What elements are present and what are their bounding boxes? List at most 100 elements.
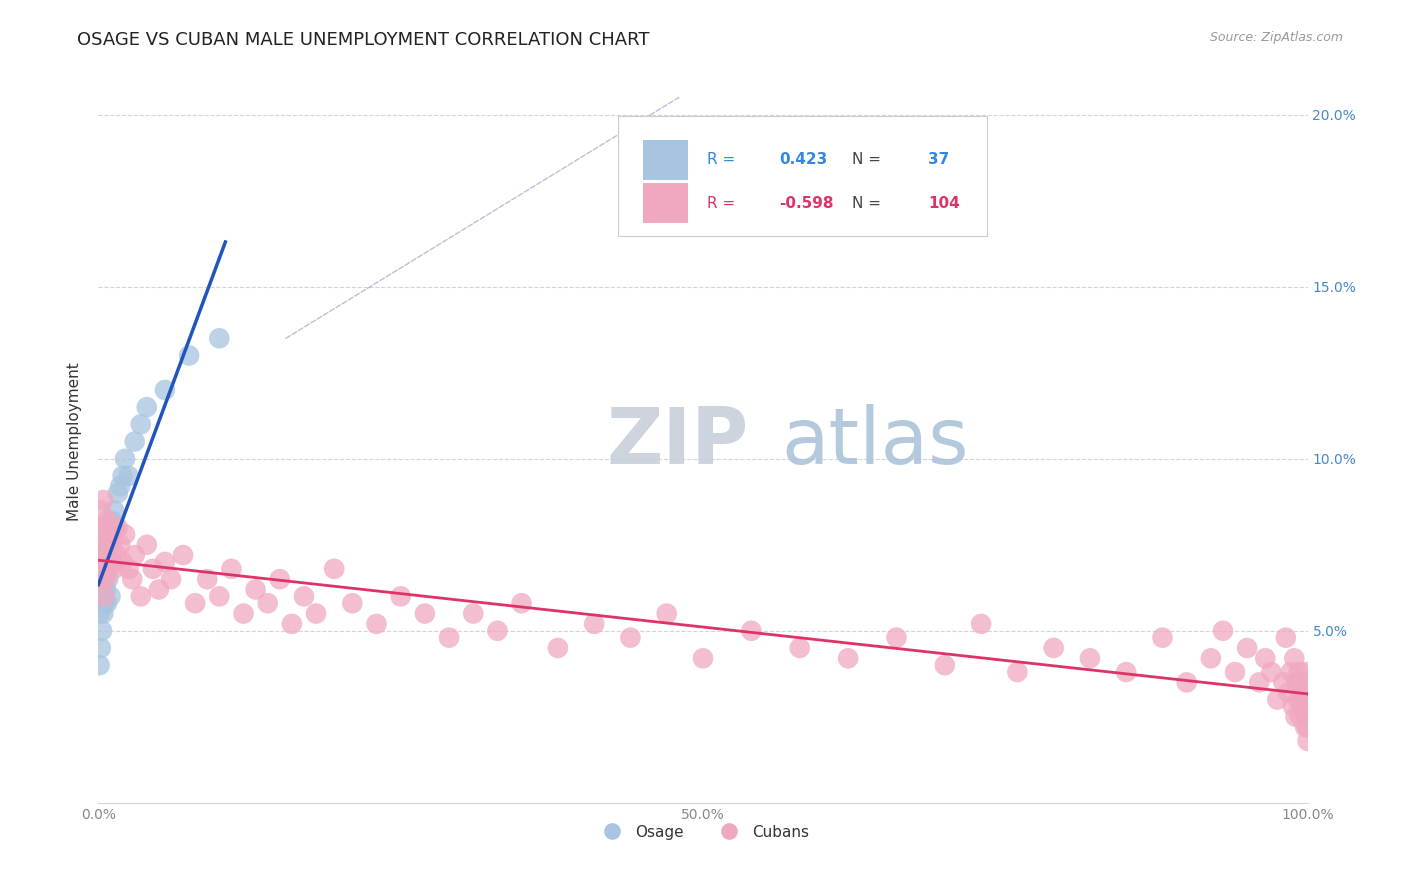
Point xyxy=(135,538,157,552)
Point xyxy=(184,596,207,610)
Point xyxy=(96,514,118,528)
Point xyxy=(1285,675,1308,690)
Point xyxy=(91,548,114,562)
Point xyxy=(91,520,114,534)
Point xyxy=(1296,734,1319,748)
Point xyxy=(94,527,117,541)
Point xyxy=(305,607,328,621)
Point xyxy=(486,624,509,638)
Point xyxy=(1296,686,1319,700)
Point xyxy=(1254,651,1277,665)
Point xyxy=(97,572,120,586)
Point xyxy=(1284,651,1306,665)
Point xyxy=(96,596,118,610)
Point xyxy=(172,548,194,562)
Point xyxy=(94,572,117,586)
Point xyxy=(1294,720,1316,734)
FancyBboxPatch shape xyxy=(643,183,689,223)
Point xyxy=(107,520,129,534)
Point xyxy=(1292,675,1315,690)
Point xyxy=(1007,665,1029,679)
Point xyxy=(583,616,606,631)
Point xyxy=(1295,665,1317,679)
Point xyxy=(1296,720,1319,734)
Point xyxy=(1267,692,1289,706)
Point xyxy=(1286,692,1309,706)
Point xyxy=(90,590,112,604)
Point xyxy=(118,469,141,483)
Point xyxy=(91,562,114,576)
Point xyxy=(91,572,114,586)
Point xyxy=(93,590,115,604)
Point xyxy=(101,555,124,569)
Point xyxy=(89,520,111,534)
Point xyxy=(232,607,254,621)
Point xyxy=(1279,665,1302,679)
Point xyxy=(94,582,117,597)
Point xyxy=(93,596,115,610)
Point xyxy=(195,572,218,586)
Point xyxy=(1212,624,1234,638)
Text: R =: R = xyxy=(707,153,740,168)
Point xyxy=(103,503,125,517)
Point xyxy=(1260,665,1282,679)
Point xyxy=(1275,631,1298,645)
Text: Source: ZipAtlas.com: Source: ZipAtlas.com xyxy=(1209,31,1343,45)
Point xyxy=(160,572,183,586)
Point xyxy=(692,651,714,665)
Point xyxy=(740,624,762,638)
Point xyxy=(837,651,859,665)
Text: N =: N = xyxy=(852,195,886,211)
Point xyxy=(105,548,128,562)
Text: OSAGE VS CUBAN MALE UNEMPLOYMENT CORRELATION CHART: OSAGE VS CUBAN MALE UNEMPLOYMENT CORRELA… xyxy=(77,31,650,49)
Point xyxy=(142,562,165,576)
Point xyxy=(98,538,121,552)
Point xyxy=(323,562,346,576)
Point xyxy=(114,451,136,466)
Point xyxy=(89,658,111,673)
Point xyxy=(124,548,146,562)
Point xyxy=(1272,675,1295,690)
Point xyxy=(413,607,436,621)
Y-axis label: Male Unemployment: Male Unemployment xyxy=(67,362,83,521)
Point xyxy=(91,572,114,586)
Point xyxy=(547,640,569,655)
Point xyxy=(108,538,131,552)
Point xyxy=(1078,651,1101,665)
Point xyxy=(89,607,111,621)
Point xyxy=(91,624,114,638)
Point xyxy=(1294,692,1316,706)
Point xyxy=(1175,675,1198,690)
Text: 104: 104 xyxy=(928,195,960,211)
Point xyxy=(118,562,141,576)
Point xyxy=(619,631,641,645)
Text: -0.598: -0.598 xyxy=(779,195,834,211)
Point xyxy=(111,555,134,569)
Point xyxy=(100,514,122,528)
Point xyxy=(100,548,122,562)
Point xyxy=(1152,631,1174,645)
Point xyxy=(1282,699,1305,714)
Point xyxy=(1199,651,1222,665)
Point xyxy=(1296,720,1319,734)
Point xyxy=(90,555,112,569)
Point xyxy=(135,400,157,414)
Point xyxy=(93,538,115,552)
Point xyxy=(103,562,125,576)
Point xyxy=(1288,665,1310,679)
Point xyxy=(437,631,460,645)
Point xyxy=(208,331,231,345)
Point xyxy=(100,590,122,604)
Point xyxy=(342,596,364,610)
Point xyxy=(1291,686,1313,700)
Point xyxy=(97,527,120,541)
Point xyxy=(107,486,129,500)
Point xyxy=(1284,710,1306,724)
Point xyxy=(934,658,956,673)
Point xyxy=(100,520,122,534)
Text: 37: 37 xyxy=(928,153,949,168)
Point xyxy=(108,479,131,493)
Point xyxy=(94,534,117,549)
Text: 0.423: 0.423 xyxy=(779,153,827,168)
Point xyxy=(655,607,678,621)
